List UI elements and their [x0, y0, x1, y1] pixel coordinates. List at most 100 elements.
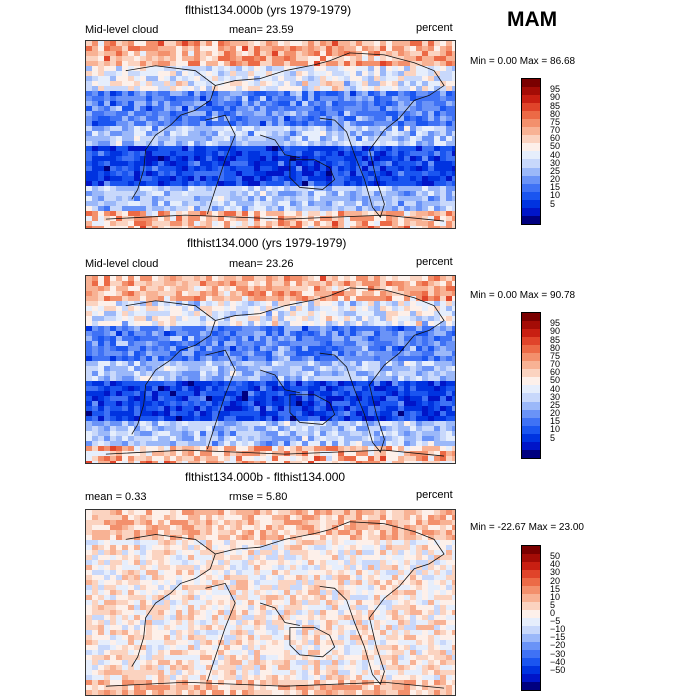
colorbar-tick-label: 20 — [550, 575, 561, 586]
colorbar-swatch — [522, 634, 540, 642]
colorbar-tick-label: 40 — [550, 383, 561, 394]
colorbar-tick-label: 95 — [550, 318, 561, 329]
colorbar-swatch — [522, 79, 540, 88]
colorbar-tick-label: 5 — [550, 432, 556, 443]
colorbar-tick-label: 60 — [550, 367, 561, 378]
colorbar-swatch — [522, 321, 540, 330]
panel-3-title: flthist134.000b - flthist134.000 — [185, 470, 346, 484]
panel-2-minmax: Min = 0.00 Max = 90.78 — [470, 290, 576, 301]
colorbar-swatch — [522, 361, 540, 370]
colorbar-tick-label: 50 — [550, 141, 561, 152]
colorbar-tick-label: 80 — [550, 108, 561, 119]
colorbar-tick-label: 80 — [550, 342, 561, 353]
colorbar-tick-label: 30 — [550, 391, 561, 402]
colorbar-tick-label: 75 — [550, 350, 561, 361]
colorbar-tick-label: −20 — [550, 640, 566, 651]
colorbar-swatch — [522, 562, 540, 570]
colorbar-swatch — [522, 369, 540, 378]
colorbar-tick-label: 15 — [550, 416, 561, 427]
colorbar-tick-label: 5 — [550, 198, 556, 209]
panel-3-minmax: Min = -22.67 Max = 23.00 — [470, 522, 584, 533]
colorbar-tick-label: 60 — [550, 133, 561, 144]
panel-1-units: percent — [416, 22, 453, 34]
colorbar-tick-label: 10 — [550, 424, 561, 435]
colorbar-tick-label: 90 — [550, 326, 561, 337]
colorbar-swatch — [522, 207, 540, 216]
colorbar-tick-label: 50 — [550, 551, 561, 562]
colorbar-swatch — [522, 313, 540, 322]
colorbar-swatch — [522, 143, 540, 152]
panel-3-mean: mean = 0.33 — [85, 491, 147, 503]
colorbar-swatch — [522, 682, 540, 690]
colorbar-swatch — [522, 87, 540, 96]
colorbar-tick-label: 85 — [550, 100, 561, 111]
colorbar-swatch — [522, 159, 540, 168]
colorbar-swatch — [522, 175, 540, 184]
colorbar-swatch — [522, 449, 540, 458]
colorbar-swatch — [522, 594, 540, 602]
panel-3-colorbar-ticks: 50 40 30 20 15 10 5 0 −5 −10 −15 −20 −30 −40 −50 — [550, 545, 580, 691]
panel-2-units: percent — [416, 256, 453, 268]
colorbar-tick-label: 75 — [550, 116, 561, 127]
colorbar-swatch — [522, 191, 540, 200]
colorbar-tick-label: 85 — [550, 334, 561, 345]
colorbar-tick-label: 30 — [550, 157, 561, 168]
panel-1-mean: mean= 23.59 — [229, 24, 294, 36]
colorbar-swatch — [522, 103, 540, 112]
colorbar-swatch — [522, 650, 540, 658]
colorbar-swatch — [522, 183, 540, 192]
colorbar-tick-label: 40 — [550, 559, 561, 570]
panel-2-field-label: Mid-level cloud — [85, 258, 159, 270]
colorbar-tick-label: 25 — [550, 165, 561, 176]
colorbar-swatch — [522, 353, 540, 362]
colorbar-tick-label: −15 — [550, 632, 566, 643]
colorbar-swatch — [522, 618, 540, 626]
colorbar-tick-label: 30 — [550, 567, 561, 578]
colorbar-tick-label: 90 — [550, 92, 561, 103]
colorbar-tick-label: 50 — [550, 375, 561, 386]
colorbar-tick-label: −10 — [550, 624, 566, 635]
colorbar-swatch — [522, 127, 540, 136]
colorbar-swatch — [522, 586, 540, 594]
colorbar-swatch — [522, 417, 540, 426]
colorbar-tick-label: −30 — [550, 648, 566, 659]
colorbar-tick-label: 70 — [550, 359, 561, 370]
colorbar-tick-label: −40 — [550, 656, 566, 667]
colorbar-tick-label: 40 — [550, 149, 561, 160]
colorbar-swatch — [522, 642, 540, 650]
panel-2-map — [85, 275, 456, 464]
colorbar-tick-label: 70 — [550, 125, 561, 136]
colorbar-tick-label: 15 — [550, 583, 561, 594]
colorbar-swatch — [522, 167, 540, 176]
colorbar-swatch — [522, 441, 540, 450]
colorbar-tick-label: 15 — [550, 182, 561, 193]
panel-2-mean: mean= 23.26 — [229, 258, 294, 270]
panel-3-colorbar — [521, 545, 541, 691]
panel-2-colorbar-ticks: 95 90 85 80 75 70 60 50 40 30 25 20 15 10 5 — [550, 312, 580, 459]
colorbar-swatch — [522, 409, 540, 418]
colorbar-tick-label: 25 — [550, 399, 561, 410]
colorbar-swatch — [522, 345, 540, 354]
colorbar-swatch — [522, 151, 540, 160]
colorbar-swatch — [522, 215, 540, 224]
colorbar-tick-label: 10 — [550, 190, 561, 201]
colorbar-swatch — [522, 554, 540, 562]
colorbar-swatch — [522, 199, 540, 208]
colorbar-swatch — [522, 433, 540, 442]
panel-3-units: percent — [416, 489, 453, 501]
colorbar-swatch — [522, 626, 540, 634]
panel-1-minmax: Min = 0.00 Max = 86.68 — [470, 56, 576, 67]
colorbar-swatch — [522, 674, 540, 682]
colorbar-tick-label: 20 — [550, 408, 561, 419]
season-label: MAM — [507, 8, 558, 31]
panel-1-colorbar — [521, 78, 541, 225]
colorbar-tick-label: −5 — [550, 616, 561, 627]
colorbar-tick-label: 5 — [550, 599, 556, 610]
panel-2-colorbar — [521, 312, 541, 459]
colorbar-tick-label: 95 — [550, 84, 561, 95]
colorbar-swatch — [522, 377, 540, 386]
colorbar-tick-label: 20 — [550, 174, 561, 185]
panel-2-title: flthist134.000 (yrs 1979-1979) — [187, 236, 347, 250]
colorbar-swatch — [522, 658, 540, 666]
panel-1-field-label: Mid-level cloud — [85, 24, 159, 36]
